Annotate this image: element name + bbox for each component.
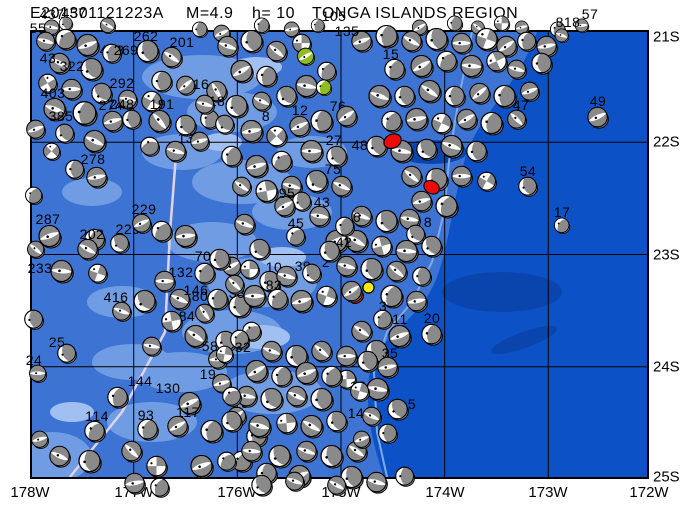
ball-number-label: 818 xyxy=(555,14,581,30)
lat-tick-label: 23S xyxy=(653,246,680,264)
lon-tick-label: 172W xyxy=(629,484,669,501)
lon-tick-label: 176W xyxy=(217,484,257,501)
lat-tick-label: 24S xyxy=(653,358,680,376)
bathymetry-layer xyxy=(32,32,647,477)
lon-tick-label: 175W xyxy=(321,484,361,501)
title-magnitude: M=4.9 xyxy=(186,5,234,22)
lon-tick-label: 173W xyxy=(528,484,568,501)
lat-tick-label: 21S xyxy=(653,28,680,46)
lon-tick-label: 178W xyxy=(10,484,50,501)
title-depth: h= 10 xyxy=(252,5,295,22)
lat-tick-label: 25S xyxy=(653,468,680,486)
title-region: TONGA ISLANDS REGION xyxy=(312,5,519,22)
lon-tick-label: 174W xyxy=(425,484,465,501)
lat-tick-label: 22S xyxy=(653,133,680,151)
lon-tick-label: 177W xyxy=(114,484,154,501)
ball-number-label: 57 xyxy=(581,6,599,22)
title-event-id: E201301121223A xyxy=(30,5,164,22)
map-frame xyxy=(30,30,649,479)
